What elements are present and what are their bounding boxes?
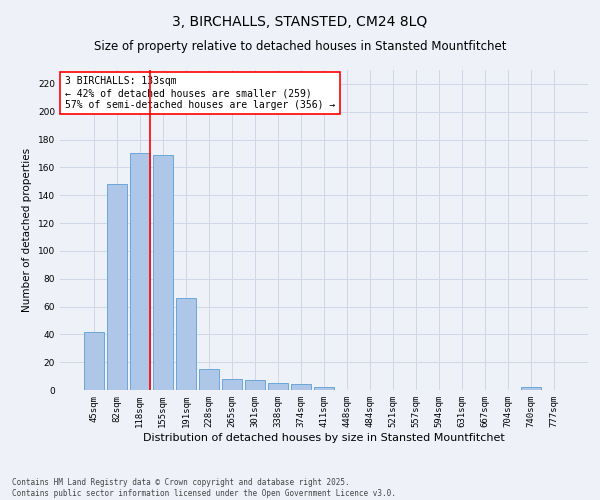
Bar [130,154,149,390]
Y-axis label: Number of detached properties: Number of detached properties [22,148,32,312]
Text: Contains HM Land Registry data © Crown copyright and database right 2025.
Contai: Contains HM Land Registry data © Crown c… [12,478,396,498]
Bar [84,332,104,390]
Bar [291,384,311,390]
Bar [521,387,541,390]
X-axis label: Distribution of detached houses by size in Stansted Mountfitchet: Distribution of detached houses by size … [143,432,505,442]
Text: Size of property relative to detached houses in Stansted Mountfitchet: Size of property relative to detached ho… [94,40,506,53]
Text: 3, BIRCHALLS, STANSTED, CM24 8LQ: 3, BIRCHALLS, STANSTED, CM24 8LQ [172,15,428,29]
Bar [107,184,127,390]
Bar [268,383,288,390]
Text: 3 BIRCHALLS: 133sqm
← 42% of detached houses are smaller (259)
57% of semi-detac: 3 BIRCHALLS: 133sqm ← 42% of detached ho… [65,76,335,110]
Bar [153,155,173,390]
Bar [222,379,242,390]
Bar [245,380,265,390]
Bar [199,369,218,390]
Bar [176,298,196,390]
Bar [314,387,334,390]
